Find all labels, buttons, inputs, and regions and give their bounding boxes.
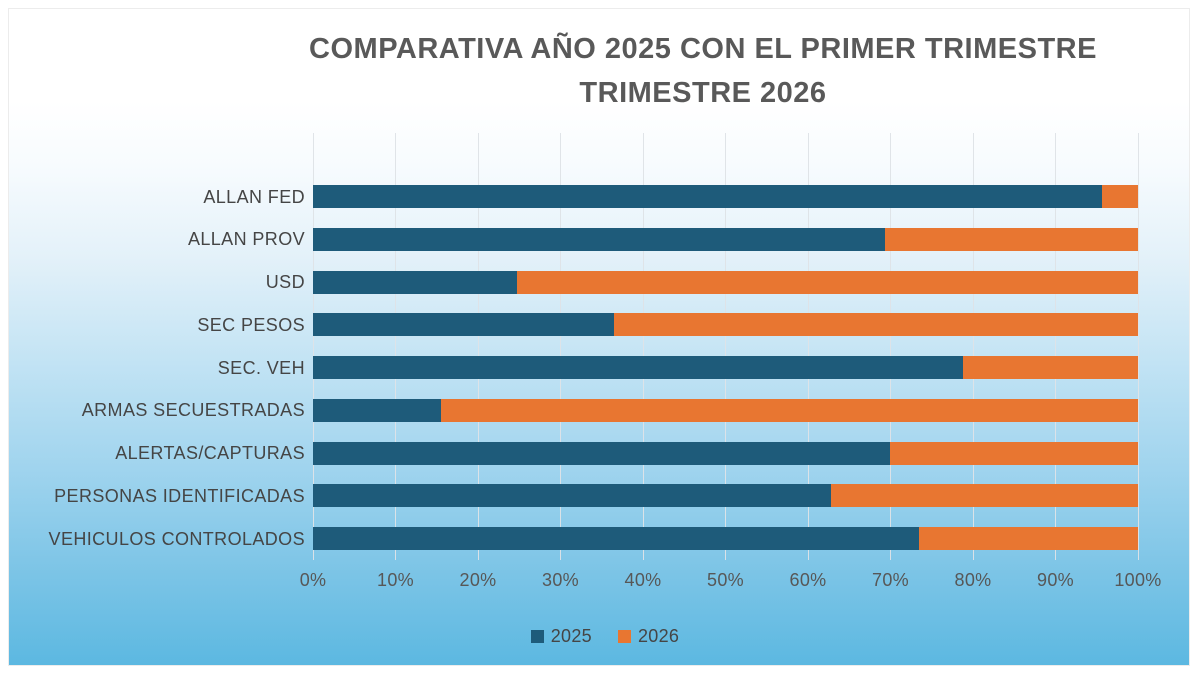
gridline <box>1055 133 1056 560</box>
bar-segment-2025 <box>313 527 919 550</box>
bar-segment-2025 <box>313 313 615 337</box>
category-axis: ALLAN FED ALLAN PROV USD SEC PESOS SEC. VEH A… <box>0 133 305 560</box>
bar-segment-2026 <box>884 227 1138 251</box>
gridline <box>725 133 726 560</box>
bar-segment-2025 <box>313 484 832 508</box>
gridline <box>560 133 561 560</box>
gridline <box>312 133 314 560</box>
category-label: SEC. VEH <box>217 357 305 378</box>
gridline <box>477 133 479 560</box>
category-label: ARMAS SECUESTRADAS <box>81 400 305 421</box>
legend-swatch-icon <box>530 629 544 643</box>
category-label: ALLAN FED <box>203 186 305 207</box>
legend-label: 2026 <box>638 625 680 646</box>
bar-row <box>313 313 1138 337</box>
x-axis: 0% 10% 20% 30% 40% 50% 60% 70% 80% 90% 100% <box>300 570 1162 596</box>
x-axis-tick-label: 90% <box>1037 570 1074 590</box>
chart-title: COMPARATIVA AÑO 2025 CON EL PRIMER TRIME… <box>309 33 1097 109</box>
x-axis-tick-label: 70% <box>872 570 909 590</box>
x-axis-tick-label: 0% <box>299 570 327 590</box>
bar-row <box>313 270 1138 294</box>
x-axis-tick-label: 50% <box>707 570 744 590</box>
bar-segment-2025 <box>313 441 890 465</box>
bar-row <box>313 441 1138 465</box>
category-label: VEHICULOS CONTROLADOS <box>48 528 305 549</box>
bar-segment-2025 <box>313 227 885 251</box>
gridline <box>395 133 396 560</box>
gridline <box>972 133 974 560</box>
gridline <box>642 133 644 560</box>
legend: 2025 2026 <box>10 624 1200 648</box>
bar-segment-2026 <box>963 356 1138 379</box>
x-axis-tick-label: 80% <box>954 570 992 590</box>
category-label: SEC PESOS <box>197 314 305 335</box>
x-axis-tick-label: 60% <box>789 570 827 590</box>
x-axis-tick-label: 100% <box>1114 570 1162 590</box>
category-label: ALLAN PROV <box>187 229 305 250</box>
bar-segment-2026 <box>831 484 1138 508</box>
bar-segment-2025 <box>313 398 441 422</box>
x-axis-tick-label: 40% <box>624 570 662 590</box>
bar-segment-2026 <box>889 441 1138 465</box>
x-axis-tick-label: 30% <box>542 570 579 590</box>
bar-segment-2026 <box>918 527 1138 550</box>
bar-segment-2025 <box>313 185 1102 208</box>
bar-row <box>313 484 1138 508</box>
bar-row <box>313 185 1138 208</box>
bar-segment-2025 <box>313 356 964 379</box>
bar-row <box>313 227 1138 251</box>
bar-segment-2026 <box>440 398 1138 422</box>
bar-segment-2026 <box>1101 185 1138 208</box>
legend-swatch-icon <box>618 629 631 643</box>
legend-label: 2025 <box>550 625 592 646</box>
legend-item-2025: 2025 <box>530 625 592 647</box>
bar-segment-2025 <box>313 270 517 294</box>
category-label: ALERTAS/CAPTURAS <box>115 443 305 463</box>
plot-area <box>312 133 1139 560</box>
category-label: PERSONAS IDENTIFICADAS <box>54 485 305 506</box>
gridline <box>890 133 891 560</box>
legend-item-2026: 2026 <box>618 626 679 647</box>
gridline <box>1137 133 1139 560</box>
bar-row <box>313 527 1138 550</box>
bar-segment-2026 <box>516 270 1138 294</box>
x-axis-tick-label: 10% <box>377 570 414 590</box>
x-axis-tick-label: 20% <box>459 570 497 590</box>
chart-background-panel <box>8 8 1190 666</box>
bar-row <box>313 398 1138 422</box>
bar-row <box>313 356 1138 379</box>
category-label: USD <box>265 272 305 292</box>
gridline <box>807 133 809 560</box>
bar-segment-2026 <box>614 313 1138 337</box>
